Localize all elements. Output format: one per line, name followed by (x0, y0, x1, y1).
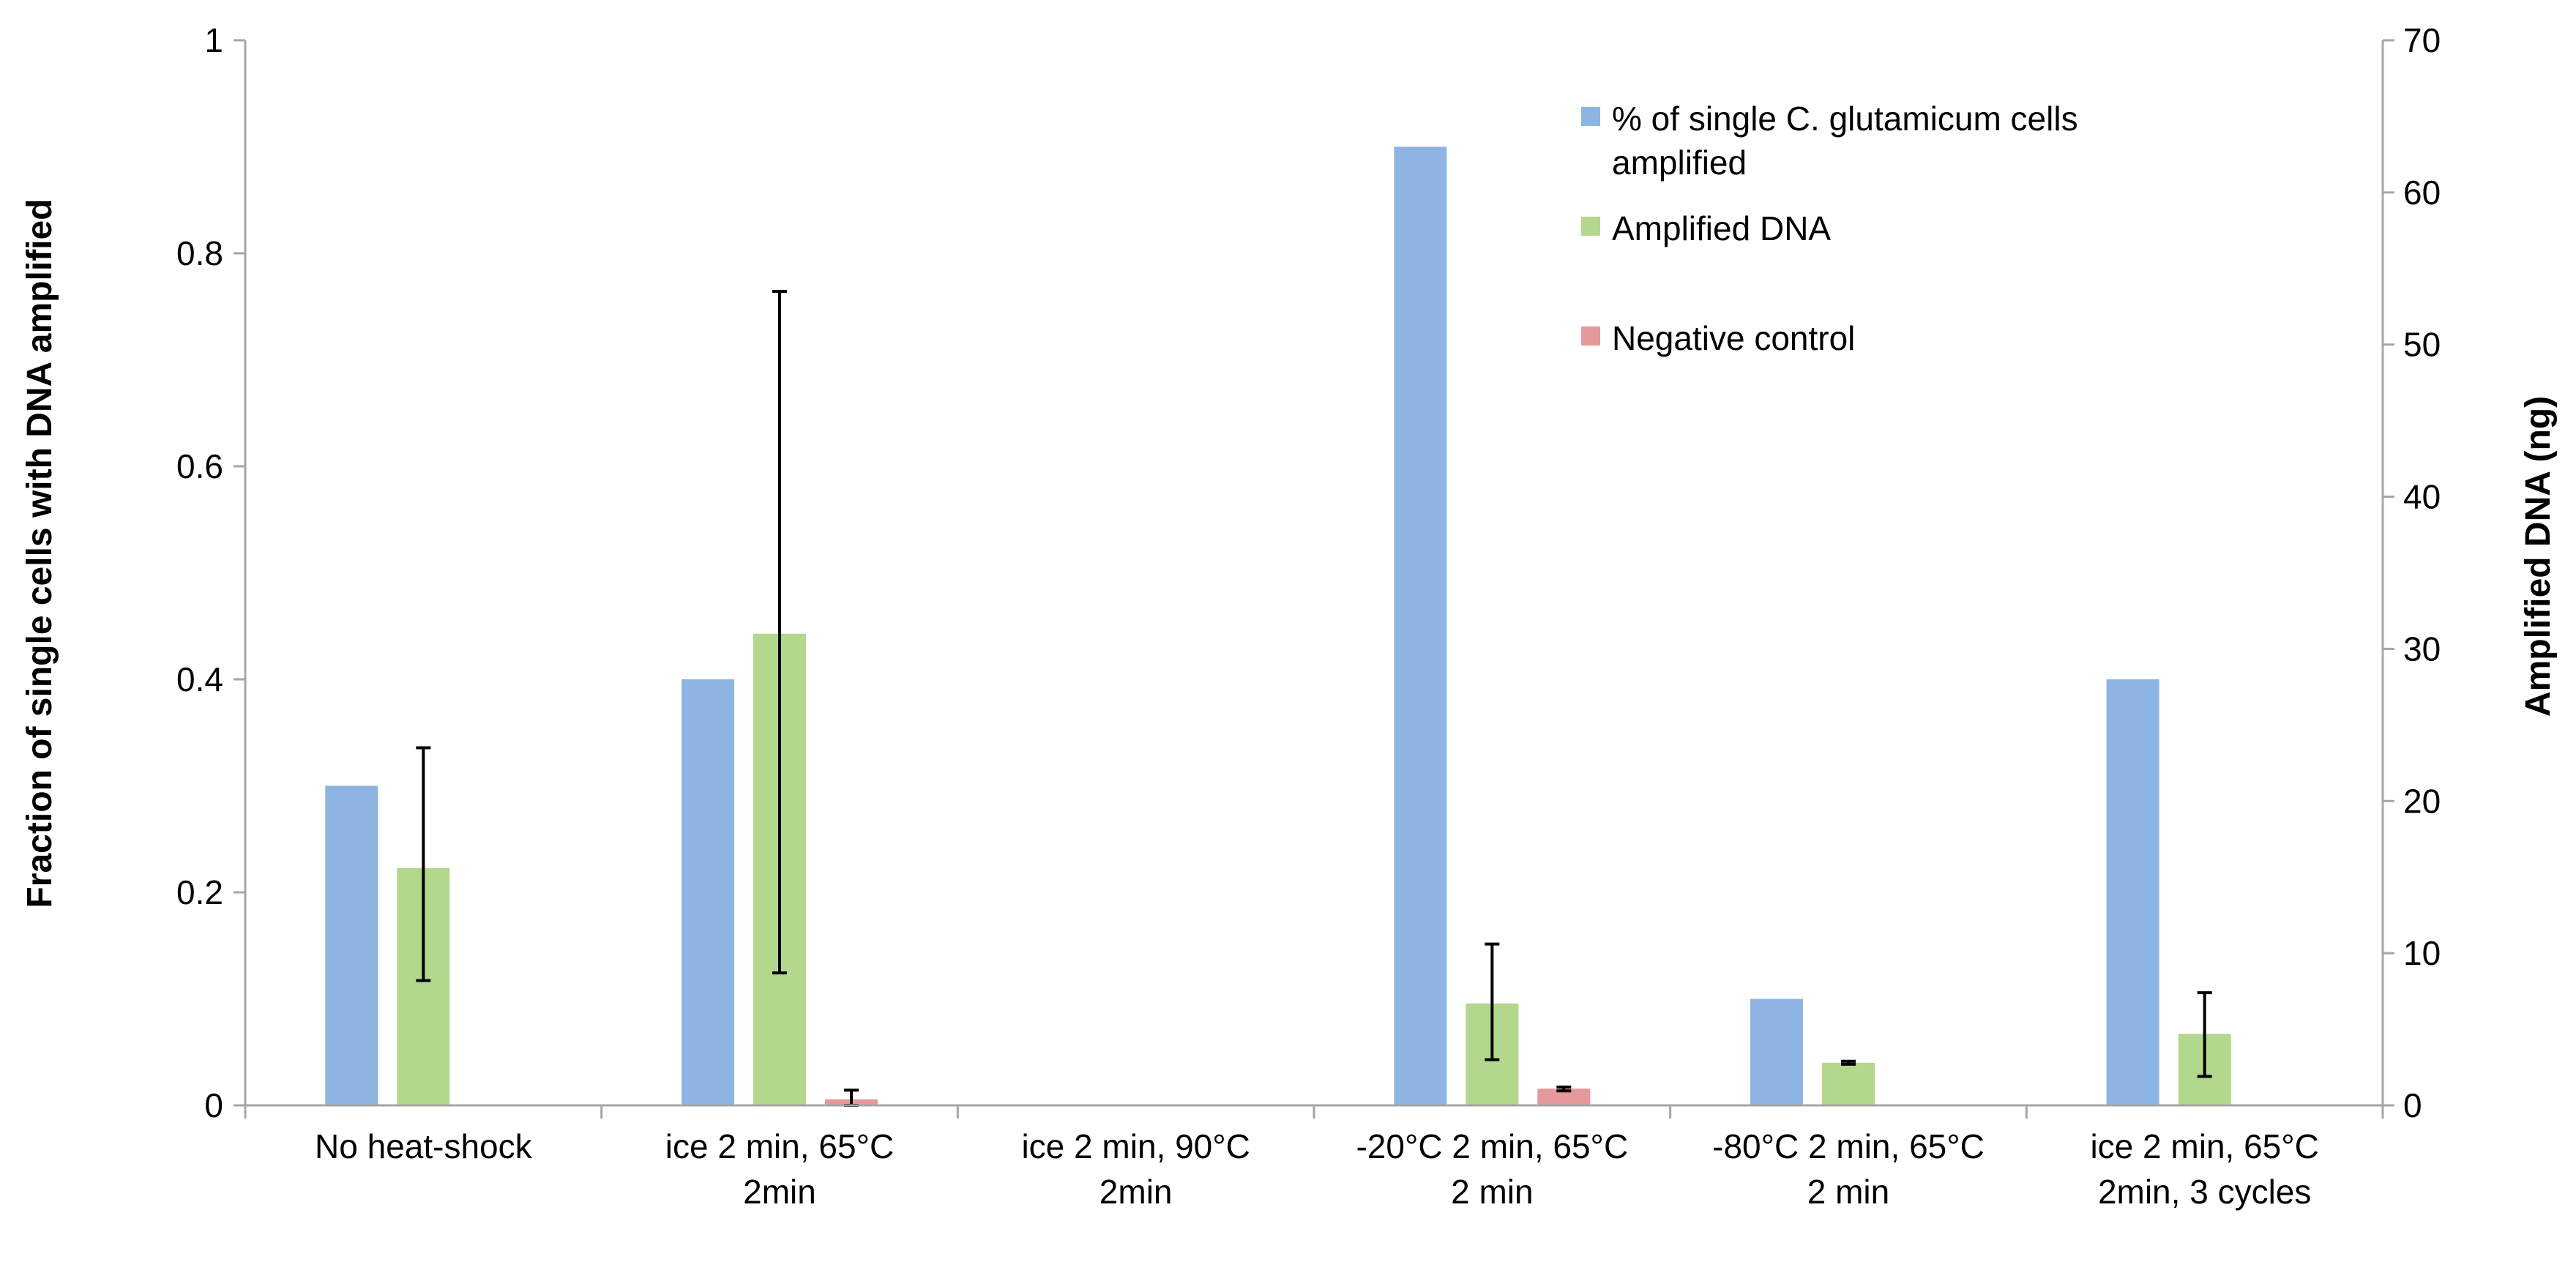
bar-s0-c5 (2106, 679, 2159, 1105)
y-tick-label: 0 (204, 1086, 223, 1124)
x-category-label: 2 min (1451, 1173, 1533, 1211)
y-tick-label: 1 (204, 21, 223, 59)
y2-tick-label: 0 (2403, 1086, 2422, 1124)
bar-s2-c3 (1537, 1089, 1591, 1105)
x-category-label: 2 min (1807, 1173, 1889, 1211)
x-category-label: 2min (743, 1173, 816, 1211)
x-category-label: No heat-shock (315, 1127, 533, 1165)
legend-label-0: % of single C. glutamicum cells (1612, 100, 2078, 138)
y-axis-title: Fraction of single cells with DNA amplif… (20, 198, 59, 908)
legend-label-0: amplified (1612, 143, 1747, 182)
bar-s0-c4 (1750, 998, 1803, 1105)
y-tick-label: 0.2 (176, 873, 223, 911)
bar-s0-c1 (682, 679, 734, 1105)
x-category-label: 2min, 3 cycles (2098, 1173, 2311, 1211)
legend-label-2: Negative control (1612, 319, 1855, 357)
x-category-label: ice 2 min, 65°C (2090, 1127, 2318, 1165)
y2-tick-label: 20 (2403, 782, 2441, 820)
y2-tick-label: 70 (2403, 21, 2441, 59)
x-category-label: ice 2 min, 90°C (1021, 1127, 1250, 1165)
bar-s0-c0 (325, 785, 378, 1105)
y2-tick-label: 50 (2403, 326, 2441, 364)
legend-swatch-2 (1581, 326, 1600, 346)
bar-s0-c3 (1394, 146, 1447, 1105)
y-tick-label: 0.6 (176, 447, 223, 485)
legend-swatch-1 (1581, 217, 1600, 236)
bar-s1-c4 (1822, 1062, 1875, 1105)
y2-tick-label: 30 (2403, 630, 2441, 668)
category-labels-layer: No heat-shock ice 2 min, 65°C 2min ice 2 mi… (315, 1127, 2319, 1211)
y-tick-label: 0.8 (176, 234, 223, 272)
legend-label-1: Amplified DNA (1612, 209, 1831, 247)
error-bars-layer (416, 289, 2212, 1107)
y2-tick-label: 60 (2403, 173, 2441, 212)
y2-axis-title: Amplified DNA (ng) (2519, 396, 2558, 717)
legend-swatch-0 (1581, 107, 1600, 126)
y-tick-label: 0.4 (176, 660, 223, 698)
x-category-label: ice 2 min, 65°C (665, 1127, 894, 1165)
bars-layer (325, 146, 2231, 1105)
axes-layer (234, 39, 2394, 1119)
x-category-label: 2min (1100, 1173, 1173, 1211)
legend: % of single C. glutamicum cells amplified… (1581, 100, 2078, 357)
y2-tick-label: 10 (2403, 934, 2441, 972)
y2-tick-label: 40 (2403, 478, 2441, 516)
x-category-label: -80°C 2 min, 65°C (1712, 1127, 1985, 1165)
x-category-label: -20°C 2 min, 65°C (1356, 1127, 1628, 1165)
